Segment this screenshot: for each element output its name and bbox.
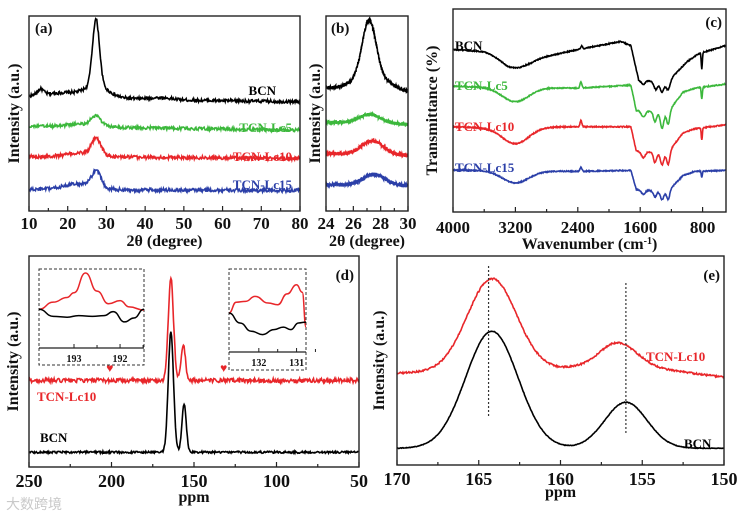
series-label-tcn-lc10: TCN-Lc10 bbox=[646, 349, 705, 364]
panel-label: (e) bbox=[703, 268, 720, 284]
x-axis-title: Wavenumber (cm-1) bbox=[522, 236, 658, 254]
panel-label: (b) bbox=[331, 21, 349, 37]
x-axis-title-end: ) bbox=[652, 236, 657, 253]
series-label-tcn-lc5: TCN-Lc5 bbox=[455, 78, 508, 93]
panel-label: (c) bbox=[705, 15, 722, 31]
series-line-tcn-lc5 bbox=[326, 110, 408, 128]
series-label-bcn: BCN bbox=[455, 38, 483, 53]
x-tick-label: 2400 bbox=[561, 218, 595, 237]
series-line-tcn-lc10 bbox=[453, 118, 726, 167]
x-tick-label: 100 bbox=[263, 471, 290, 491]
inset-tick-label: 193 bbox=[67, 354, 82, 365]
x-tick-label: 40 bbox=[137, 214, 154, 233]
series-line-tcn-lc5 bbox=[453, 80, 726, 130]
x-axis-title: ppm bbox=[545, 484, 577, 501]
series-line-bcn bbox=[29, 331, 359, 456]
series-line-tcn-lc10 bbox=[326, 137, 408, 159]
series-line-tcn-lc10 bbox=[29, 275, 359, 386]
x-tick-label: 155 bbox=[629, 469, 656, 489]
x-tick-label: 4000 bbox=[436, 218, 470, 237]
x-tick-label: 80 bbox=[292, 214, 309, 233]
series-group bbox=[453, 39, 726, 202]
inset-line-bcn bbox=[228, 312, 307, 336]
x-tick-label: 250 bbox=[16, 471, 43, 491]
x-tick-label: 160 bbox=[547, 469, 574, 489]
x-tick-label: 10 bbox=[21, 214, 38, 233]
series-line-bcn bbox=[397, 330, 724, 450]
series-line-bcn bbox=[453, 39, 726, 94]
heart-marker-icon: ♥ bbox=[106, 361, 113, 375]
series-label-tcn-lc15: TCN-Lc15 bbox=[233, 177, 293, 192]
x-tick-label: 165 bbox=[465, 469, 492, 489]
x-axis-title: 2θ (degree) bbox=[126, 233, 202, 250]
x-axis-title: ppm bbox=[178, 489, 210, 506]
series-label-tcn-lc10: TCN-Lc10 bbox=[233, 149, 292, 164]
inset-tick-label: 132 bbox=[251, 358, 266, 369]
inset-line-tcn-lc10 bbox=[38, 272, 145, 311]
panel-a: BCN TCN-Lc5 TCN-Lc10 TCN-Lc15 10 20 30 40 50 60 70… bbox=[6, 15, 309, 250]
x-tick-label: 30 bbox=[98, 214, 115, 233]
series-group bbox=[326, 16, 408, 189]
x-tick-label: 800 bbox=[690, 218, 716, 237]
series-group bbox=[397, 277, 724, 450]
series-label-tcn-lc10: TCN-Lc10 bbox=[455, 119, 514, 134]
inset-line-tcn-lc10 bbox=[228, 284, 307, 328]
y-axis-title: Intensity (a.u.) bbox=[6, 63, 23, 163]
inset-frame bbox=[228, 268, 307, 371]
series-line-bcn bbox=[326, 16, 408, 94]
x-axis-title-superscript: -1 bbox=[644, 236, 652, 247]
x-tick-label: 26 bbox=[345, 214, 362, 233]
x-tick-label: 28 bbox=[372, 214, 389, 233]
x-tick-label: 150 bbox=[711, 469, 738, 489]
inset-0: 193 192 bbox=[38, 268, 145, 366]
x-tick-label: 60 bbox=[214, 214, 231, 233]
y-axis-title: Transmittance (%) bbox=[424, 46, 441, 176]
inset-tick-label: 192 bbox=[113, 354, 128, 365]
series-label-tcn-lc15: TCN-Lc15 bbox=[455, 160, 515, 175]
x-tick-label: 50 bbox=[175, 214, 192, 233]
x-tick-label: 20 bbox=[59, 214, 76, 233]
series-group bbox=[29, 17, 300, 195]
series-group bbox=[29, 275, 359, 456]
x-tick-label: 150 bbox=[181, 471, 208, 491]
series-line-bcn bbox=[29, 17, 300, 106]
x-axis-title: 2θ (degree) bbox=[329, 233, 405, 250]
series-line-tcn-lc10 bbox=[397, 277, 724, 379]
panel-label: (d) bbox=[336, 268, 354, 284]
y-axis-title: Intensity (a.u.) bbox=[371, 310, 388, 410]
series-label-bcn: BCN bbox=[249, 83, 277, 98]
series-label-tcn-lc5: TCN-Lc5 bbox=[239, 120, 292, 135]
series-label-bcn: BCN bbox=[684, 436, 712, 451]
watermark: 大数跨境 bbox=[6, 497, 62, 513]
y-axis-title: Intensity (a.u.) bbox=[307, 63, 324, 163]
x-tick-label: 30 bbox=[400, 214, 417, 233]
series-line-tcn-lc10 bbox=[29, 135, 300, 164]
x-tick-label: 3200 bbox=[498, 218, 532, 237]
inset-line-bcn bbox=[38, 308, 145, 323]
series-label-tcn-lc10: TCN-Lc10 bbox=[37, 389, 96, 404]
series-line-tcn-lc15 bbox=[453, 165, 726, 202]
x-tick-label: 24 bbox=[318, 214, 336, 233]
panel-d: TCN-Lc10 BCN ♥ ♥ 250 200 150 100 50 ppm Intensity … bbox=[5, 255, 368, 506]
x-tick-label: 200 bbox=[98, 471, 125, 491]
x-tick-label: 170 bbox=[384, 469, 411, 489]
panel-e: TCN-Lc10 BCN 170 165 160 155 150 ppm Intensity (… bbox=[371, 255, 738, 501]
panel-c: BCN TCN-Lc5 TCN-Lc10 TCN-Lc15 4000 3200 2400 16… bbox=[424, 8, 727, 254]
series-line-tcn-lc5 bbox=[29, 113, 300, 134]
y-axis-title: Intensity (a.u.) bbox=[5, 311, 22, 411]
series-line-tcn-lc15 bbox=[29, 167, 300, 195]
panel-label: (a) bbox=[35, 21, 53, 37]
inset-tick-label: 131 bbox=[289, 358, 304, 369]
heart-marker-icon: ♥ bbox=[220, 361, 227, 375]
x-tick-label: 50 bbox=[350, 471, 368, 491]
x-tick-label: 1600 bbox=[623, 218, 657, 237]
plot-frame bbox=[452, 8, 727, 213]
x-tick-label: 70 bbox=[253, 214, 270, 233]
inset-1: 132 131 bbox=[228, 268, 316, 371]
series-line-tcn-lc15 bbox=[326, 172, 408, 189]
series-label-bcn: BCN bbox=[40, 430, 68, 445]
